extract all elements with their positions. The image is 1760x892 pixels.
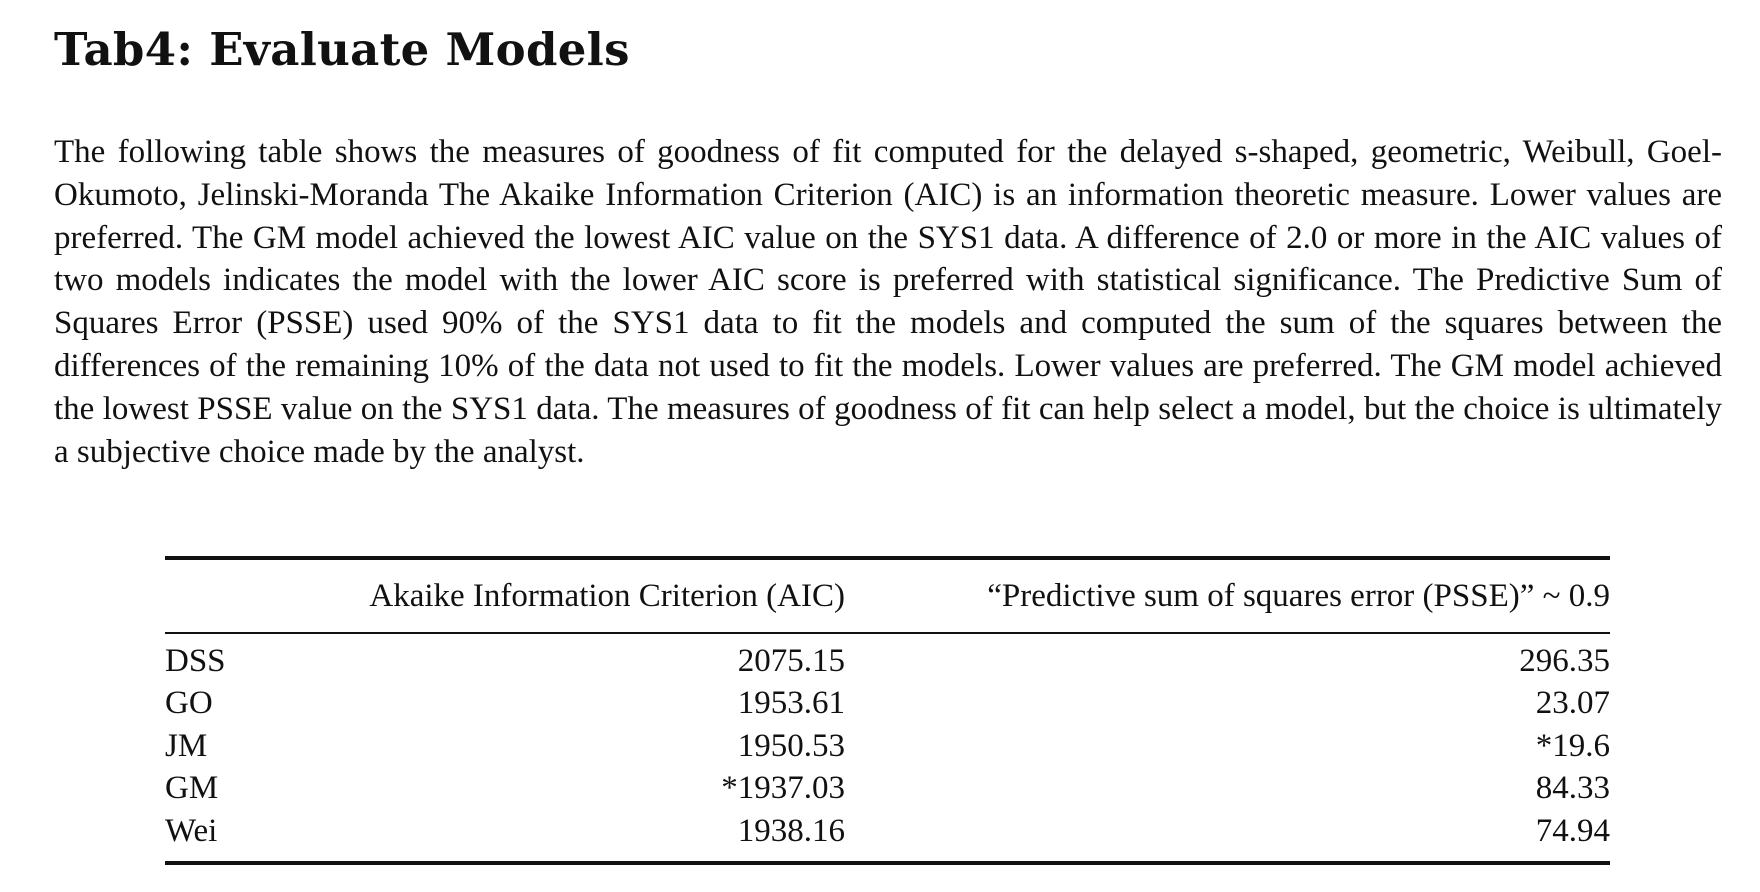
table-body: DSS 2075.15 296.35 GO 1953.61 23.07 JM 1…: [165, 633, 1610, 863]
cell-aic: 2075.15: [737, 642, 845, 679]
cell-model: JM: [165, 727, 208, 764]
table-row: JM 1950.53 *19.6: [165, 725, 1610, 768]
table-row: GO 1953.61 23.07: [165, 683, 1610, 726]
description-paragraph: The following table shows the measures o…: [54, 134, 1722, 470]
cell-psse: 84.33: [1535, 770, 1610, 807]
cell-aic: 1953.61: [737, 685, 845, 722]
cell-psse: 74.94: [1535, 812, 1610, 849]
table-row: DSS 2075.15 296.35: [165, 633, 1610, 683]
cell-aic: 1950.53: [737, 727, 845, 764]
cell-model: GO: [165, 685, 213, 722]
cell-psse: 23.07: [1535, 685, 1610, 722]
cell-psse: 296.35: [1519, 642, 1610, 679]
table-row: GM *1937.03 84.33: [165, 768, 1610, 811]
header-aic: Akaike Information Criterion (AIC): [369, 577, 845, 614]
section-title: Tab4: Evaluate Models: [54, 23, 630, 76]
cell-aic: 1938.16: [737, 812, 845, 849]
table-header: Akaike Information Criterion (AIC) “Pred…: [165, 558, 1610, 633]
results-table: Akaike Information Criterion (AIC) “Pred…: [165, 556, 1610, 865]
cell-aic: *1937.03: [721, 770, 845, 807]
header-model: [165, 558, 285, 633]
cell-model: GM: [165, 770, 219, 807]
header-psse: “Predictive sum of squares error (PSSE)”…: [987, 577, 1610, 614]
table-row: Wei 1938.16 74.94: [165, 810, 1610, 863]
cell-model: Wei: [165, 812, 218, 849]
cell-psse: *19.6: [1535, 727, 1610, 764]
goodness-of-fit-table: Akaike Information Criterion (AIC) “Pred…: [165, 556, 1610, 865]
cell-model: DSS: [165, 642, 226, 679]
header-row: Akaike Information Criterion (AIC) “Pred…: [165, 558, 1610, 633]
